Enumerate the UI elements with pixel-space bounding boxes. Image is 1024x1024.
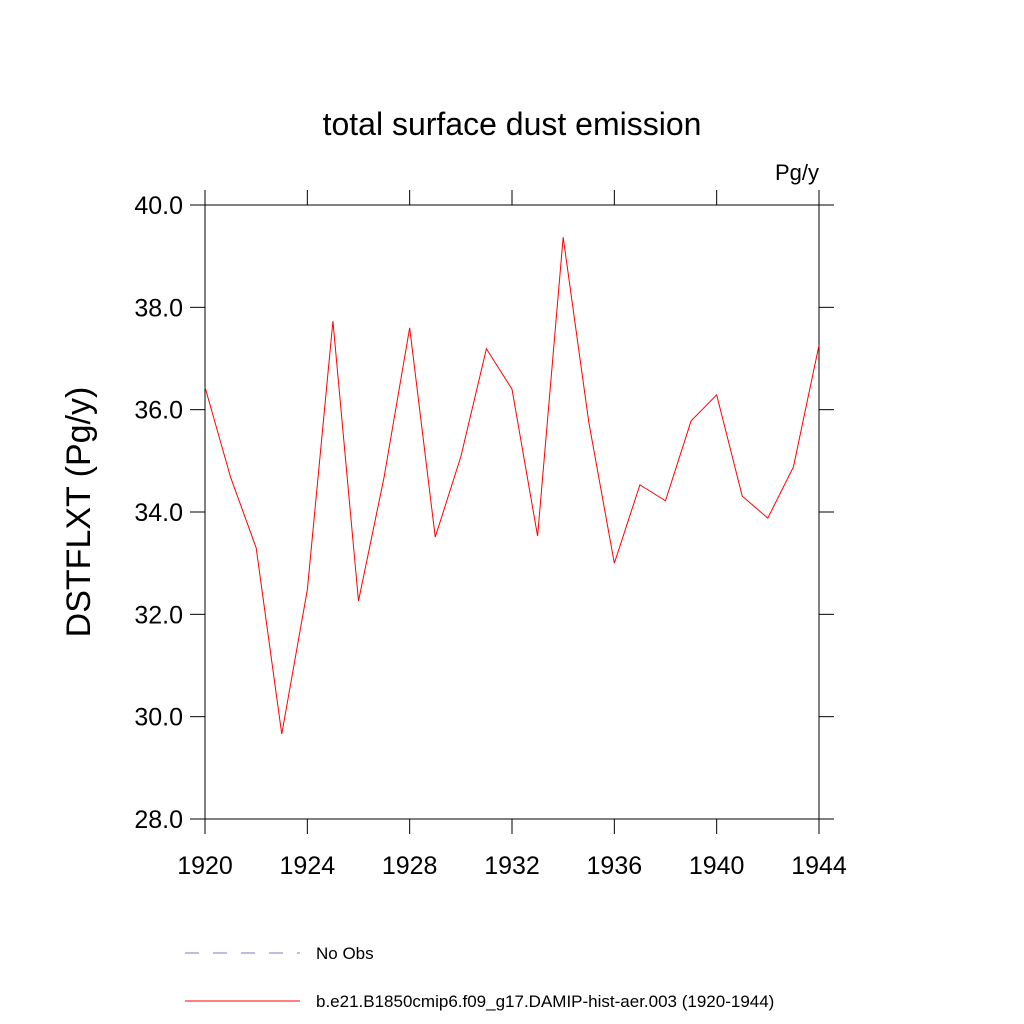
- units-label: Pg/y: [775, 160, 819, 185]
- data-line: [204, 237, 820, 735]
- y-tick-label: 34.0: [134, 499, 183, 527]
- chart-title: total surface dust emission: [323, 106, 702, 142]
- x-tick-label: 1920: [177, 852, 233, 880]
- x-tick-label: 1932: [484, 852, 540, 880]
- x-tick-label: 1936: [587, 852, 643, 880]
- legend-label: No Obs: [316, 944, 374, 963]
- y-tick-label: 40.0: [134, 192, 183, 220]
- plot-frame: [204, 204, 820, 820]
- x-tick-label: 1940: [689, 852, 745, 880]
- legend-label: b.e21.B1850cmip6.f09_g17.DAMIP-hist-aer.…: [316, 992, 774, 1011]
- x-tick-label: 1944: [791, 852, 847, 880]
- y-tick-label: 32.0: [134, 601, 183, 629]
- x-tick-label: 1928: [382, 852, 438, 880]
- y-tick-label: 28.0: [134, 806, 183, 834]
- y-tick-label: 38.0: [134, 294, 183, 322]
- y-axis-label: DSTFLXT (Pg/y): [60, 387, 98, 638]
- x-tick-label: 1924: [280, 852, 336, 880]
- y-tick-label: 36.0: [134, 397, 183, 425]
- y-tick-label: 30.0: [134, 704, 183, 732]
